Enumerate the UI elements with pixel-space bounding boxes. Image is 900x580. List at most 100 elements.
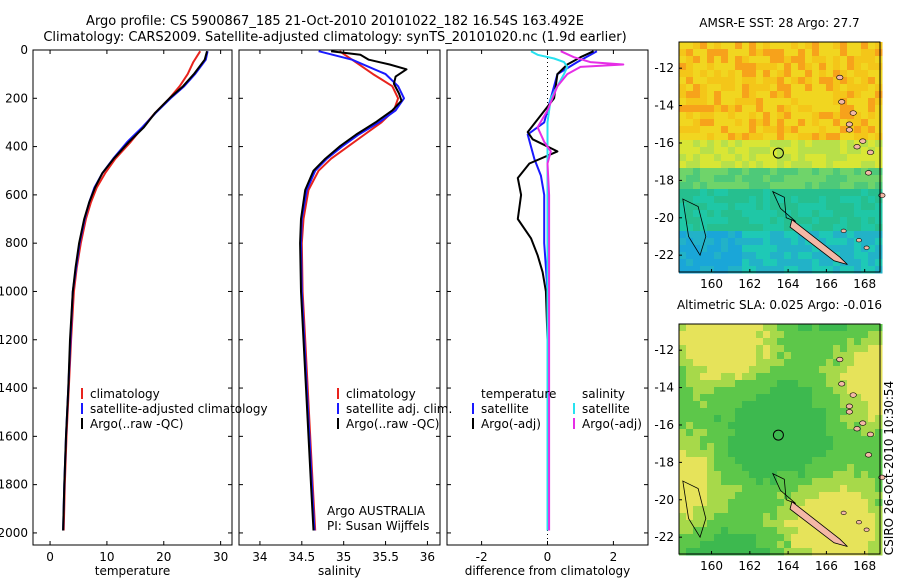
sla_map-xtick-label: 162 [738,559,761,573]
sst_map-cell [868,217,876,225]
sla_map-cell [812,478,820,486]
sst_map-cell [868,266,876,274]
sst_map-cell [861,70,869,78]
sst_map-cell [812,231,820,239]
sla_map-cell [847,338,855,346]
sst_map-cell [770,119,778,127]
salinity-legend-label: Argo(..raw -QC) [346,417,439,431]
sst_map-cell [686,224,694,232]
sst_map-cell [868,126,876,134]
sla_map-cell [728,457,736,465]
sla_map-cell [714,380,722,388]
sla_map-cell [833,373,841,381]
sst_map-cell [875,147,883,155]
sst_map-cell [805,154,813,162]
sst_map-cell [763,77,771,85]
sst_map-cell [777,224,785,232]
sla_map-cell [714,513,722,521]
sst_map-cell [875,42,883,50]
sla_map-cell [819,464,827,472]
sst_map-cell [791,245,799,253]
sla_map-cell [742,443,750,451]
sla_map-cell [735,373,743,381]
sla_map-cell [749,534,757,542]
sst_map-cell [826,119,834,127]
sst_map-island [859,138,867,144]
sla_map-cell [693,394,701,402]
sst_map-cell [700,84,708,92]
sst_map-cell [742,42,750,50]
sla_map-cell [770,359,778,367]
sst_map-cell [868,175,876,183]
sla_map-cell [812,387,820,395]
sla_map-cell [763,548,771,556]
sla_map-cell [707,373,715,381]
sla_map-cell [798,380,806,388]
sla_map-cell [686,352,694,360]
sla_map-cell [784,352,792,360]
sla_map-cell [777,513,785,521]
sst_map-cell [756,140,764,148]
sst_map-cell [693,133,701,141]
sla_map-cell [700,422,708,430]
sst_map-cell [686,133,694,141]
sla_map-cell [777,457,785,465]
sst_map-cell [777,175,785,183]
sla_map-cell [861,534,869,542]
sla_map-cell [686,429,694,437]
sst_map-cell [700,63,708,71]
sst_map-cell [840,224,848,232]
sla_map-cell [679,401,687,409]
sla_map-cell [735,359,743,367]
sst_map-cell [721,91,729,99]
sla_map-island [849,392,857,398]
sst_map-cell [742,175,750,183]
sst_map-cell [833,147,841,155]
sst_map-cell [756,119,764,127]
sla_map-cell [826,429,834,437]
sla_map-cell [819,485,827,493]
salinity-legend-label: satellite adj. clim. [346,402,452,416]
sla_map-cell [679,527,687,535]
sla_map-cell [707,436,715,444]
sst_map-cell [749,161,757,169]
sst_map-cell [791,266,799,274]
sst_map-cell [805,147,813,155]
sla_map-cell [700,478,708,486]
sst_map-cell [777,126,785,134]
sst_map-cell [686,98,694,106]
sst_map-cell [826,196,834,204]
sst_map-cell [721,217,729,225]
sst_map-cell [686,70,694,78]
sla_map-cell [784,359,792,367]
sla_map-cell [679,499,687,507]
sla_map-cell [693,338,701,346]
sla_map-cell [812,443,820,451]
sla_map-cell [742,408,750,416]
sst_map-cell [819,224,827,232]
sla_map-cell [707,429,715,437]
sst_map-cell [854,231,862,239]
sst_map-cell [861,77,869,85]
sla_map-cell [868,506,876,514]
sst_map-cell [763,49,771,57]
sst_map-cell [707,182,715,190]
sla_map-cell [777,506,785,514]
sst_map-island [840,228,847,233]
sla_map-cell [742,429,750,437]
sst_map-cell [700,105,708,113]
sla_map-cell [686,401,694,409]
sst_map-cell [728,168,736,176]
sst_map-cell [679,147,687,155]
sst_map-cell [791,140,799,148]
sla_map-cell [728,464,736,472]
sst_map-cell [721,196,729,204]
sla_map-cell [854,422,862,430]
sst_map-cell [791,147,799,155]
sst_map-cell [700,91,708,99]
sla_map-cell [812,527,820,535]
sla_map-cell [791,380,799,388]
sla_map-cell [875,457,883,465]
sst_map-cell [861,189,869,197]
